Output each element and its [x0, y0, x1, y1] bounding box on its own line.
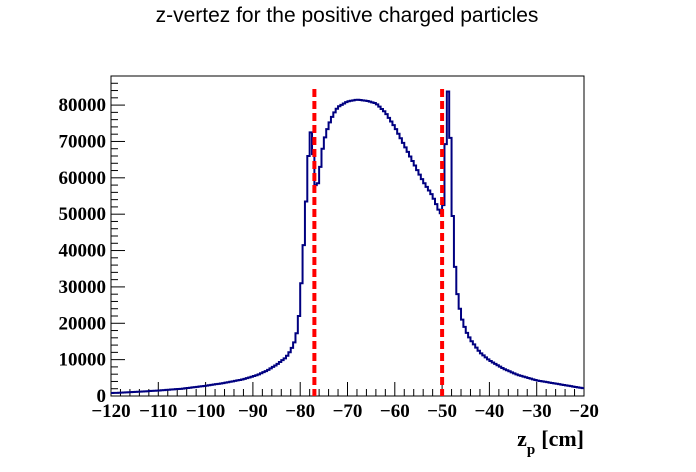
x-tick-label: −70 [333, 401, 363, 422]
y-tick-label: 80000 [59, 95, 107, 116]
y-tick-label: 60000 [59, 168, 107, 189]
x-axis-title: zp [cm] [517, 426, 584, 458]
x-tick-label: −40 [474, 401, 504, 422]
x-tick-label: −120 [91, 401, 130, 422]
x-tick-label: −100 [186, 401, 225, 422]
x-tick-label: −110 [139, 401, 177, 422]
histogram-series [111, 90, 584, 395]
annotations [312, 89, 445, 396]
y-tick-label: 50000 [59, 204, 107, 225]
plot-frame [110, 75, 585, 397]
y-axis: 0 10000 20000 30000 40000 50000 60000 70000 8000… [59, 75, 125, 407]
y-tick-label: 20000 [59, 313, 107, 334]
x-axis: −120 −110 −100 −90 −80 −70 −60 −50 −40 −30 −20 [91, 382, 599, 422]
x-tick-label: −80 [285, 401, 315, 422]
y-tick-label: 30000 [59, 277, 107, 298]
chart-title: z-vertez for the positive charged partic… [156, 4, 539, 27]
x-tick-label: −20 [569, 401, 599, 422]
x-axis-title-sub: p [527, 442, 535, 458]
x-tick-label: −60 [380, 401, 410, 422]
y-tick-label: 70000 [59, 131, 107, 152]
y-tick-label: 40000 [59, 241, 107, 262]
x-axis-title-main: z [517, 426, 527, 451]
y-tick-label: 10000 [59, 350, 107, 371]
x-tick-label: −90 [238, 401, 268, 422]
y-tick-label: 0 [97, 386, 107, 407]
x-tick-label: −50 [427, 401, 457, 422]
x-axis-title-unit: [cm] [541, 426, 584, 451]
x-tick-label: −30 [522, 401, 552, 422]
